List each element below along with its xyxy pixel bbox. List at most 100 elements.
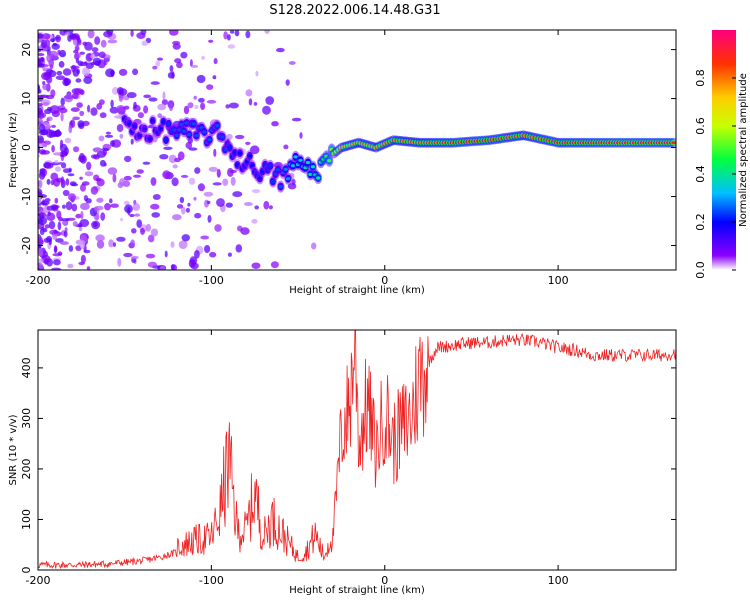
spectrogram-ridge-core — [220, 135, 225, 139]
spectrogram-noise-speck — [58, 61, 65, 68]
spectrogram-noise-speck — [107, 167, 118, 175]
spectrogram-noise-speck — [68, 124, 73, 134]
spectrogram-noise-speck — [232, 191, 243, 198]
spectrogram-noise-speck — [196, 74, 206, 84]
spectrogram-x-ticks: -200 -100 0 100 — [26, 30, 569, 287]
spectrogram-noise-speck — [206, 84, 214, 90]
spectrogram-noise-speck — [171, 264, 177, 270]
spectrogram-ridge-core — [137, 133, 142, 138]
spectrogram-noise-speck — [197, 183, 205, 192]
spectrogram-ridge-core — [142, 127, 147, 131]
spectrogram-noise-speck — [130, 30, 134, 37]
spectrogram-noise-speck — [46, 205, 56, 211]
spectrogram-noise-speck — [283, 144, 289, 150]
spectrogram-noise-speck — [78, 155, 86, 163]
spectrogram-noise-speck — [132, 203, 141, 211]
spectrogram-noise-speck — [174, 58, 182, 64]
spectrogram-ridge-core — [237, 151, 243, 155]
spectrogram-noise-speck — [119, 133, 124, 139]
spectrogram-noise-speck — [194, 104, 199, 110]
spectrogram-noise-speck — [72, 33, 77, 39]
spectrogram-noise-speck — [254, 205, 259, 210]
spectrogram-noise-speck — [189, 59, 193, 67]
spectrogram-noise-speck — [93, 221, 98, 228]
spectrogram-noise-speck — [55, 166, 61, 172]
snr-panel: -200 -100 0 100 0 100 200 300 400 Height of str… — [8, 329, 677, 596]
spectrogram-noise-speck — [207, 215, 212, 223]
snr-x-tick-label: 100 — [548, 574, 569, 587]
spectrogram-noise-speck — [264, 30, 270, 34]
spectrogram-noise-speck — [75, 78, 82, 83]
spectrogram-noise-speck — [83, 249, 91, 254]
spectrogram-noise-speck — [59, 49, 67, 58]
spectrogram-noise-speck — [46, 235, 53, 243]
spectrogram-noise-speck — [53, 229, 58, 235]
spectrogram-noise-speck — [51, 267, 62, 270]
spectrogram-noise-speck — [79, 110, 85, 117]
snr-x-tick-label: 0 — [381, 574, 388, 587]
spectrogram-noise-speck — [130, 239, 136, 248]
spectrogram-ridge-core — [161, 120, 166, 124]
spectrogram-noise-speck — [148, 97, 158, 102]
spectrogram-noise-speck — [208, 166, 218, 172]
spectrogram-noise-speck — [117, 257, 122, 267]
spectrogram-noise-speck — [171, 71, 175, 79]
spectrogram-ridge-core — [235, 163, 240, 167]
spectrogram-noise-speck — [48, 220, 56, 230]
spectrogram-noise-speck — [40, 227, 45, 231]
spectrogram-noise-speck — [92, 147, 102, 153]
spectrogram-noise-speck — [251, 189, 261, 194]
spectrogram-noise-speck — [54, 197, 59, 204]
spectrogram-noise-speck — [53, 178, 61, 187]
spectrogram-noise-speck — [96, 239, 105, 249]
spectrogram-noise-speck — [150, 228, 159, 237]
spectrogram-noise-speck — [71, 203, 78, 212]
spectrogram-x-tick-label: -200 — [26, 274, 51, 287]
spectrogram-noise-speck — [156, 57, 164, 61]
spectrogram-noise-speck — [270, 261, 279, 269]
spectrogram-noise-speck — [83, 76, 93, 85]
spectrogram-noise-speck — [80, 211, 84, 220]
spectrogram-noise-speck — [57, 251, 63, 256]
spectrogram-noise-speck — [116, 87, 124, 95]
spectrogram-noise-speck — [104, 134, 114, 138]
spectrogram-noise-speck — [98, 135, 105, 142]
spectrogram-y-tick-label: -20 — [20, 237, 33, 255]
spectrogram-noise-speck — [61, 150, 65, 157]
spectrogram-noise-speck — [180, 51, 188, 59]
spectrogram-ridge-core — [227, 146, 233, 150]
spectrogram-noise-speck — [64, 94, 74, 103]
spectrogram-noise-speck — [38, 236, 44, 245]
spectrogram-noise-speck — [181, 206, 186, 215]
spectrogram-ridge-core — [166, 122, 171, 126]
spectrogram-ridge-core — [247, 154, 252, 158]
spectrogram-noise-speck — [71, 64, 77, 73]
spectrogram-noise-speck — [169, 65, 174, 73]
spectrogram-noise-speck — [123, 252, 133, 258]
spectrogram-noise-speck — [44, 224, 50, 229]
spectrogram-noise-speck — [207, 200, 211, 205]
spectrogram-y-tick-label: 20 — [20, 43, 33, 57]
spectrogram-noise-speck — [188, 177, 196, 185]
spectrogram-noise-speck — [162, 91, 166, 100]
spectrogram-noise-speck — [56, 210, 62, 219]
spectrogram-noise-speck — [133, 174, 141, 178]
spectrogram-noise-speck — [291, 117, 302, 122]
spectrogram-ridge-core — [257, 176, 263, 180]
spectrogram-noise-speck — [120, 217, 124, 222]
spectrogram-noise-speck — [235, 244, 243, 253]
spectrogram-noise-speck — [169, 30, 179, 36]
spectrogram-y-label: Frequency (Hz) — [8, 112, 19, 188]
snr-y-tick-label: 100 — [20, 509, 33, 530]
snr-x-tick-label: -200 — [26, 574, 51, 587]
spectrogram-noise-speck — [136, 32, 146, 39]
spectrogram-noise-speck — [46, 178, 51, 185]
spectrogram-noise-speck — [213, 148, 217, 157]
spectrogram-noise-speck — [263, 200, 270, 210]
snr-y-tick-label: 300 — [20, 408, 33, 429]
spectrogram-noise-speck — [194, 167, 201, 174]
spectrogram-noise-speck — [163, 146, 173, 150]
spectrogram-x-label: Height of straight line (km) — [289, 285, 425, 296]
spectrogram-noise-speck — [38, 135, 44, 144]
spectrogram-noise-speck — [94, 206, 98, 212]
